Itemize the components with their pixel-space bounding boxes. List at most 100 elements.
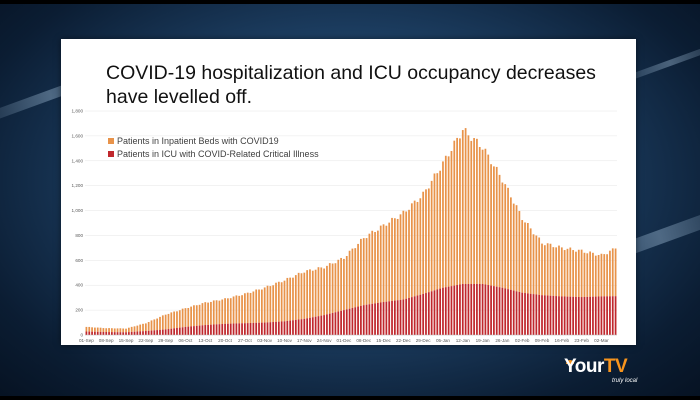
- bar-inpatient: [263, 287, 266, 323]
- x-tick-label: 22-Dec: [396, 338, 412, 343]
- bar-inpatient: [241, 295, 243, 324]
- bar-icu: [147, 330, 150, 335]
- bar-inpatient: [549, 243, 552, 296]
- bar-icu: [464, 283, 467, 335]
- bar-icu: [331, 312, 334, 335]
- bar-icu: [309, 317, 311, 335]
- bar-inpatient: [495, 166, 498, 287]
- bar-inpatient: [354, 248, 357, 308]
- bar-inpatient: [221, 299, 224, 324]
- bar-inpatient: [512, 203, 515, 291]
- bar-icu: [159, 329, 161, 335]
- bar-icu: [569, 296, 572, 335]
- bar-icu: [238, 323, 241, 335]
- top-letterbox: [0, 0, 700, 4]
- bar-inpatient: [419, 198, 422, 295]
- bar-inpatient: [541, 243, 543, 296]
- bar-inpatient: [456, 137, 458, 286]
- bar-inpatient: [371, 230, 374, 304]
- bar-inpatient: [297, 272, 300, 320]
- bar-inpatient: [300, 273, 303, 320]
- bar-inpatient: [396, 218, 399, 301]
- bar-icu: [246, 323, 249, 335]
- bar-icu: [529, 293, 532, 335]
- bar-inpatient: [244, 293, 246, 324]
- bar-icu: [487, 285, 490, 335]
- bar-inpatient: [323, 268, 325, 316]
- bar-icu: [303, 318, 306, 335]
- bar-inpatient: [427, 188, 430, 293]
- bar-inpatient: [133, 326, 136, 332]
- bar-inpatient: [594, 255, 597, 297]
- bar-icu: [142, 331, 144, 335]
- bar-icu: [498, 287, 501, 335]
- bar-icu: [555, 296, 558, 335]
- bar-inpatient: [184, 308, 187, 327]
- bar-icu: [212, 324, 215, 335]
- bar-inpatient: [150, 320, 153, 331]
- x-tick-label: 19-Jan: [476, 338, 490, 343]
- x-tick-label: 10-Nov: [277, 338, 293, 343]
- bar-icu: [368, 304, 371, 335]
- bar-inpatient: [473, 138, 475, 284]
- bar-inpatient: [385, 225, 388, 302]
- bar-inpatient: [416, 201, 419, 296]
- bar-icu: [592, 296, 594, 335]
- bar-icu: [323, 315, 325, 335]
- bar-inpatient: [498, 174, 501, 288]
- bar-inpatient: [410, 203, 413, 298]
- bar-icu: [490, 285, 492, 335]
- bar-icu: [122, 332, 125, 335]
- bar-inpatient: [467, 135, 470, 284]
- bar-inpatient: [252, 291, 255, 323]
- bar-inpatient: [388, 222, 391, 302]
- bar-icu: [543, 295, 546, 335]
- bar-icu: [272, 322, 275, 335]
- bar-inpatient: [609, 250, 611, 297]
- bar-inpatient: [393, 218, 396, 301]
- bar-icu: [600, 296, 603, 335]
- bar-icu: [609, 296, 611, 335]
- bar-icu: [453, 285, 456, 335]
- x-axis: 01-Sep 08-Sep 15-Sep 22-Sep 29-Sep 06-Oct 13-O…: [79, 334, 617, 343]
- bar-inpatient: [558, 245, 560, 297]
- bar-inpatient: [224, 298, 226, 324]
- bar-icu: [436, 289, 439, 335]
- bar-inpatient: [476, 138, 478, 284]
- bar-icu: [178, 327, 181, 335]
- bar-inpatient: [227, 298, 229, 324]
- bar-inpatient: [306, 270, 309, 319]
- bar-inpatient: [501, 182, 504, 288]
- bar-icu: [133, 331, 136, 335]
- bar-inpatient: [606, 254, 608, 297]
- x-tick-label: 26-Jan: [495, 338, 509, 343]
- bar-icu: [139, 331, 142, 335]
- bar-icu: [193, 326, 195, 335]
- bar-inpatient: [181, 308, 184, 328]
- bar-inpatient: [430, 180, 433, 292]
- bar-inpatient: [563, 250, 566, 297]
- bar-icu: [286, 320, 289, 335]
- x-tick-label: 13-Oct: [198, 338, 213, 343]
- bar-icu: [577, 296, 580, 335]
- bar-icu: [408, 297, 410, 335]
- bar-icu: [198, 325, 201, 335]
- bar-inpatient: [170, 312, 173, 329]
- bar-inpatient: [490, 164, 492, 286]
- bar-icu: [221, 323, 224, 335]
- bar-inpatient: [193, 305, 195, 327]
- bar-icu: [334, 312, 337, 335]
- bar-icu: [379, 302, 382, 335]
- bar-inpatient: [275, 282, 277, 322]
- bar-inpatient: [91, 327, 93, 332]
- bar-inpatient: [142, 323, 144, 332]
- bar-icu: [116, 332, 119, 335]
- bar-icu: [546, 295, 549, 335]
- bar-icu: [244, 323, 246, 335]
- bar-icu: [504, 288, 507, 335]
- bar-inpatient: [153, 319, 156, 331]
- bar-inpatient: [187, 307, 190, 327]
- bar-icu: [150, 330, 153, 335]
- x-tick-label: 02-Feb: [515, 338, 530, 343]
- bar-icu: [606, 296, 608, 335]
